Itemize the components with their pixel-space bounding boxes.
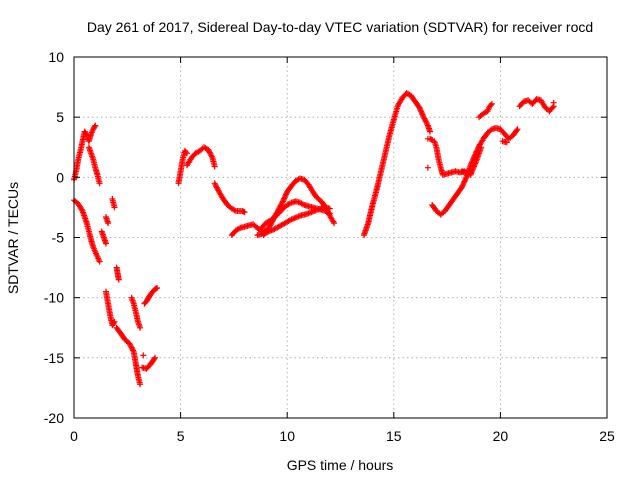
x-tick-label: 25	[599, 428, 615, 444]
data-point	[111, 318, 118, 325]
data-point	[331, 220, 338, 227]
data-point	[137, 381, 144, 388]
y-tick-label: 0	[56, 169, 64, 185]
data-point	[115, 276, 122, 283]
data-point	[137, 324, 144, 331]
x-axis-label: GPS time / hours	[287, 457, 394, 473]
x-tick-labels: 0 5 10 15 20 25	[70, 428, 615, 444]
data-point	[549, 104, 556, 111]
data-point	[110, 319, 117, 326]
data-point	[96, 180, 103, 187]
data-point	[478, 144, 485, 151]
y-tick-label: -15	[44, 350, 64, 366]
x-tick-label: 5	[177, 428, 185, 444]
data-point	[211, 163, 218, 170]
y-tick-label: -10	[44, 290, 64, 306]
data-point	[105, 220, 112, 227]
y-tick-label: -5	[52, 230, 65, 246]
y-axis-label: SDTVAR / TECUs	[5, 182, 21, 294]
x-tick-label: 20	[493, 428, 509, 444]
data-point	[91, 123, 98, 130]
data-point	[487, 102, 494, 109]
data-point	[151, 356, 158, 362]
x-tick-label: 15	[386, 428, 402, 444]
data-point	[424, 164, 431, 171]
y-tick-label: -20	[44, 410, 64, 426]
data-point	[152, 354, 158, 361]
x-tick-label: 0	[70, 428, 78, 444]
data-point	[241, 209, 248, 216]
data-point	[503, 139, 510, 146]
data-point	[427, 128, 433, 135]
y-tick-label: 10	[48, 49, 64, 65]
chart-title: Day 261 of 2017, Sidereal Day-to-day VTE…	[87, 19, 593, 35]
data-point	[182, 149, 189, 156]
data-point	[92, 122, 99, 129]
data-point	[550, 99, 557, 106]
data-point	[111, 204, 118, 211]
data-points	[71, 90, 557, 388]
grid-lines	[74, 57, 607, 418]
data-point	[184, 150, 190, 157]
data-point	[513, 127, 520, 134]
data-point	[103, 240, 109, 247]
y-tick-label: 5	[56, 109, 64, 125]
data-point	[514, 126, 521, 133]
axis-ticks	[73, 56, 608, 419]
data-point	[96, 258, 103, 265]
data-point	[488, 100, 495, 107]
data-point	[279, 199, 286, 206]
data-point	[140, 352, 147, 359]
data-point	[154, 285, 161, 291]
y-tick-labels: -20 -15 -10 -5 0 5 10	[44, 49, 64, 426]
x-tick-label: 10	[279, 428, 295, 444]
